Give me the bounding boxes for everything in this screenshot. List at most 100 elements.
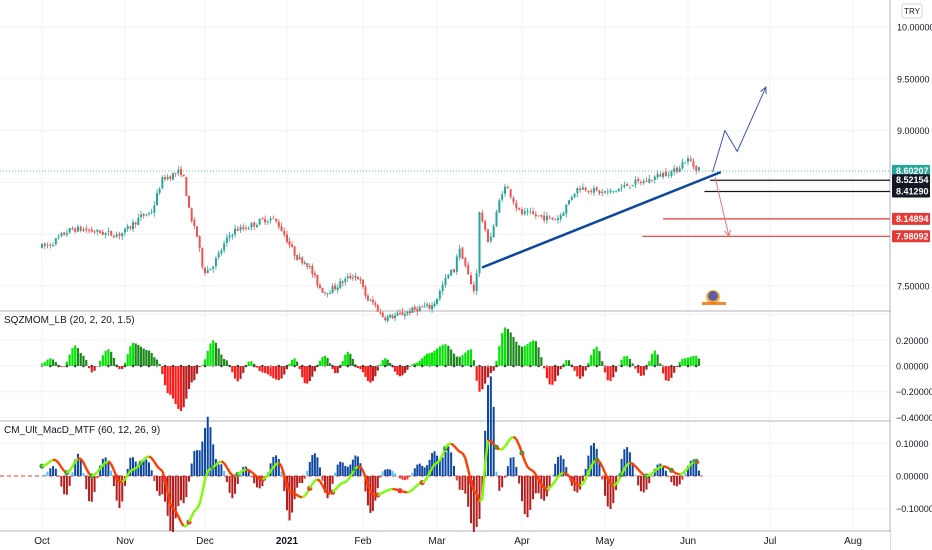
macd-hist-bar — [426, 465, 429, 476]
candle — [258, 218, 261, 226]
macd-line-seg — [68, 465, 74, 472]
macd-hist-bar — [306, 470, 309, 476]
sqzmom-bar — [54, 362, 57, 366]
candle-body — [697, 167, 700, 171]
candle-body — [609, 190, 612, 192]
sqzmom-dot — [171, 364, 175, 368]
macd-hist-bar — [236, 476, 239, 484]
sqzmom-bar — [326, 357, 329, 366]
candle — [376, 304, 379, 313]
macd-line-seg — [637, 468, 642, 474]
macd-pane[interactable]: CM_Ult_MacD_MTF (60, 12, 26, 9) — [0, 376, 703, 536]
sqzmom-dot — [661, 364, 665, 368]
sqzmom-dot — [420, 364, 424, 368]
candle-body — [518, 208, 521, 210]
candle — [161, 175, 164, 190]
macd-line-seg — [201, 479, 207, 493]
candle-body — [587, 191, 590, 192]
currency-badge-box[interactable] — [901, 3, 923, 19]
candle-body — [336, 287, 339, 291]
price-tick-label: 9.50000 — [897, 74, 930, 84]
sqzmom-dot — [269, 364, 272, 368]
macd-line-seg — [359, 466, 365, 472]
macd-line-seg — [681, 470, 687, 475]
candle-body — [296, 254, 299, 260]
currency-badge[interactable]: TRY — [901, 3, 923, 19]
macd-hist-bar — [626, 447, 629, 476]
candle-body — [180, 168, 182, 176]
macd-line-seg — [648, 472, 653, 477]
sqzmom-bar — [131, 342, 135, 366]
macd-line-seg — [285, 484, 291, 492]
sqzmom-dot — [603, 364, 607, 368]
candle — [341, 280, 344, 287]
macd-line-seg — [483, 439, 490, 465]
candle — [489, 232, 492, 244]
macd-tick-label: −0.10000 — [896, 504, 932, 514]
sqzmom-bar — [631, 363, 634, 366]
candle-body — [692, 161, 695, 167]
macd-hist-bar — [96, 476, 99, 479]
macd-line-seg — [158, 468, 164, 472]
macd-line-seg — [153, 461, 159, 467]
sqzmom-bar — [529, 341, 532, 366]
candle — [356, 276, 359, 280]
sqzmom-bar — [545, 366, 548, 379]
sqzmom-dot — [653, 364, 657, 368]
macd-line-seg — [455, 448, 461, 453]
macd-hist-bar — [209, 427, 212, 476]
candle-body — [371, 299, 374, 303]
candle-body — [356, 276, 359, 280]
macd-line-seg — [296, 494, 301, 498]
price-tag-text: 8.41290 — [896, 187, 929, 197]
candle-body — [418, 307, 421, 311]
candle — [145, 213, 148, 217]
candle — [225, 233, 228, 247]
candle-body — [57, 236, 60, 238]
candle-body — [598, 190, 601, 194]
candle-body — [506, 187, 509, 189]
sqzmom-bar — [403, 366, 407, 373]
macd-line-seg — [172, 507, 177, 512]
candle — [313, 270, 316, 278]
sqzmom-bar — [389, 362, 392, 366]
candle-body — [88, 230, 91, 231]
sqzmom-bar — [697, 358, 701, 366]
sqzmom-bar — [250, 361, 253, 366]
sqzmom-pane[interactable]: SQZMOM_LB (20, 2, 20, 1.5) — [4, 315, 701, 411]
candle — [329, 289, 332, 295]
sqzmom-dot — [300, 364, 304, 368]
candle-body — [41, 244, 43, 248]
candle-body — [416, 309, 419, 312]
macd-line-seg — [225, 466, 231, 473]
x-tick-label: Aug — [844, 536, 862, 547]
candle-body — [112, 236, 115, 238]
macd-line-seg — [394, 488, 398, 492]
candle-body — [637, 178, 640, 182]
macd-line-seg — [321, 484, 327, 491]
x-tick-label: Oct — [34, 536, 50, 547]
candle-body — [354, 275, 357, 278]
candle-body — [82, 229, 85, 232]
price-pane[interactable] — [0, 86, 890, 323]
candle — [403, 310, 406, 320]
x-tick-label: Feb — [354, 536, 372, 547]
macd-hist-bar — [231, 476, 234, 499]
macd-hist-bar — [518, 476, 521, 484]
candle-body — [308, 266, 311, 268]
candle — [464, 256, 467, 268]
candle — [401, 308, 404, 316]
candle-body — [196, 226, 198, 237]
sqzmom-dot — [139, 364, 143, 368]
macd-hist-bar — [548, 476, 551, 487]
sqzmom-bar — [187, 366, 191, 390]
candle-body — [664, 171, 667, 176]
candle — [288, 237, 291, 249]
sqzmom-dot — [553, 364, 557, 368]
candle — [174, 172, 177, 178]
candle-body — [675, 167, 678, 172]
candle — [559, 212, 562, 222]
sqzmom-bar — [112, 357, 116, 366]
candle-body — [590, 190, 593, 192]
